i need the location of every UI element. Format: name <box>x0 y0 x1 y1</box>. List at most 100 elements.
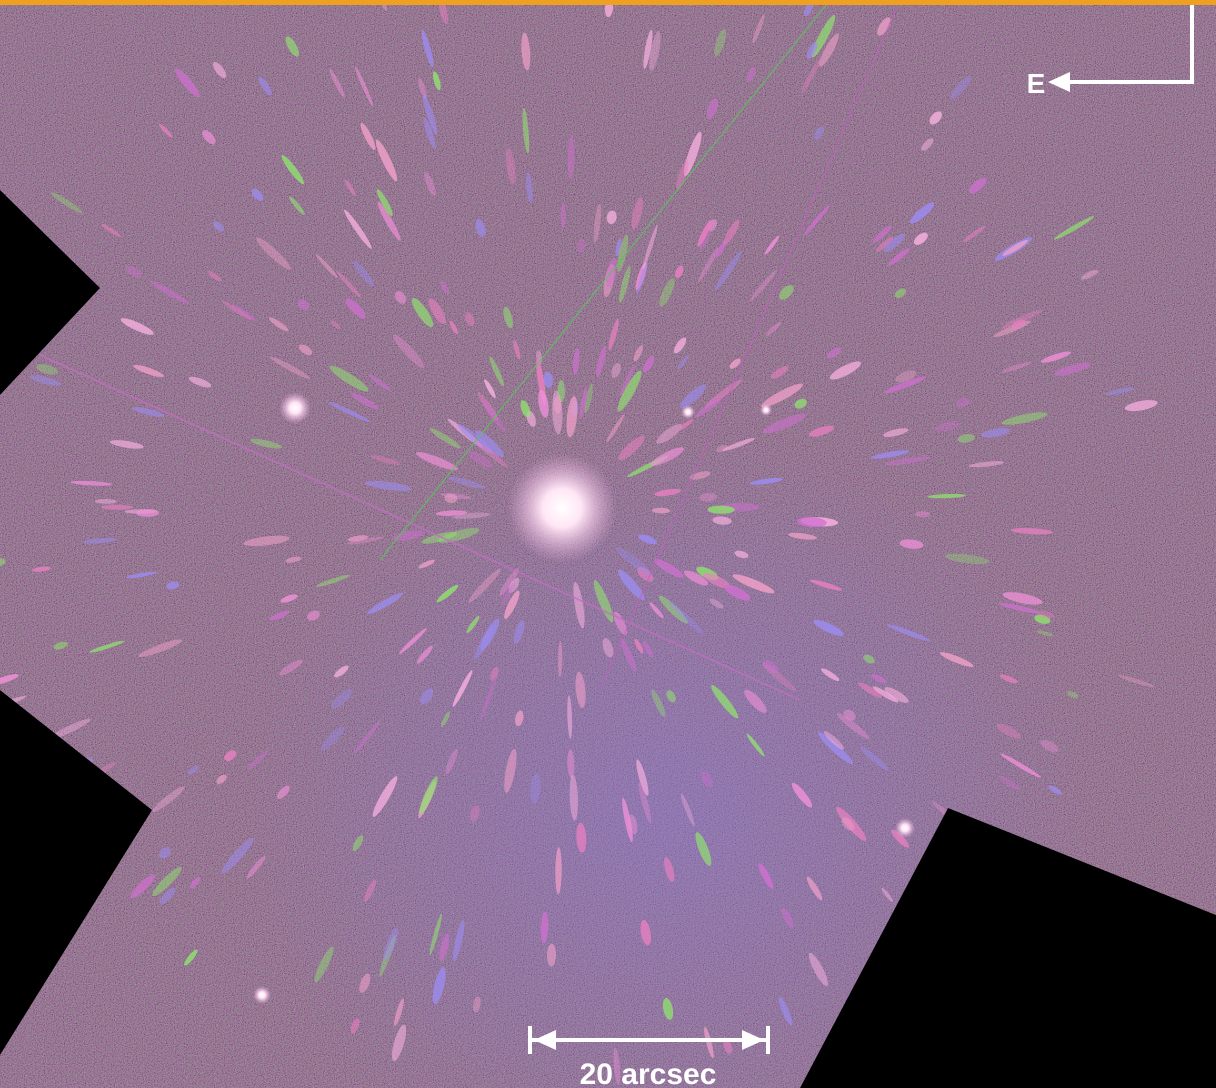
knot <box>723 219 740 245</box>
knot <box>618 435 645 461</box>
knot <box>944 553 990 565</box>
knot <box>957 433 975 443</box>
knot <box>352 835 364 852</box>
knot <box>668 601 704 635</box>
knot <box>125 266 143 278</box>
knot <box>130 874 155 899</box>
knot <box>683 131 702 177</box>
knot <box>347 535 368 542</box>
knot <box>764 235 780 255</box>
knot <box>1040 351 1072 363</box>
knot <box>651 507 671 514</box>
knot <box>602 638 614 658</box>
knot <box>927 493 967 499</box>
knot <box>1053 216 1095 240</box>
knot <box>823 731 845 750</box>
knot <box>475 430 504 458</box>
knot <box>1040 739 1059 753</box>
knot <box>664 857 675 882</box>
knot <box>473 439 508 468</box>
knot <box>770 366 789 379</box>
knot <box>929 111 942 125</box>
knot <box>752 13 765 44</box>
knot <box>344 209 372 249</box>
knot <box>83 537 118 544</box>
knot <box>778 996 793 1026</box>
knot <box>53 641 68 650</box>
knot <box>558 641 563 678</box>
artifact-line <box>379 0 831 561</box>
knot <box>606 414 625 443</box>
knot <box>949 75 972 100</box>
knot <box>484 379 496 398</box>
knot <box>781 907 794 928</box>
knot <box>695 397 722 418</box>
knot <box>513 339 521 360</box>
knot <box>256 237 291 270</box>
knot <box>394 291 407 304</box>
knot <box>699 492 718 502</box>
knot <box>758 863 774 889</box>
knot <box>557 380 566 402</box>
knot <box>968 177 987 194</box>
knot <box>359 973 371 993</box>
knot <box>761 383 803 408</box>
knot <box>360 122 376 151</box>
knot <box>392 334 425 369</box>
knot <box>872 686 899 703</box>
knot <box>808 425 834 437</box>
knot <box>998 602 1040 614</box>
knot <box>877 17 891 36</box>
knot <box>1037 610 1055 619</box>
knot <box>996 723 1022 739</box>
knot <box>1002 592 1043 605</box>
knot <box>1036 630 1054 637</box>
knot <box>422 94 438 136</box>
knot <box>875 236 894 252</box>
knot <box>1010 528 1053 535</box>
knot <box>573 582 585 629</box>
knot <box>329 365 369 392</box>
knot <box>109 440 144 449</box>
knot <box>881 887 894 903</box>
knot <box>1105 387 1135 396</box>
knot <box>250 438 282 449</box>
knot <box>765 321 782 336</box>
knot <box>801 58 821 94</box>
compass-arrowhead <box>1048 72 1070 92</box>
knot <box>884 687 909 703</box>
knot <box>285 556 302 563</box>
knot <box>328 401 371 423</box>
knot <box>372 776 398 817</box>
star <box>681 405 695 419</box>
knot <box>572 347 580 376</box>
knot <box>159 123 173 138</box>
knot <box>543 371 553 388</box>
knot <box>418 77 427 100</box>
knot <box>133 364 164 378</box>
knot <box>921 138 934 151</box>
knot <box>428 298 446 325</box>
knot <box>593 580 614 623</box>
knot <box>788 532 817 540</box>
knot <box>307 610 320 621</box>
knot <box>540 911 549 944</box>
knot <box>29 375 62 386</box>
knot <box>858 682 883 699</box>
knot <box>464 312 475 326</box>
knot <box>1001 412 1048 425</box>
knot <box>732 574 775 594</box>
knot <box>615 238 622 257</box>
knot <box>640 919 652 946</box>
knot <box>285 36 300 57</box>
knot <box>635 262 647 291</box>
knot <box>520 400 531 418</box>
knot <box>280 594 298 603</box>
knot <box>132 407 165 417</box>
knot <box>628 814 638 835</box>
knot <box>643 29 653 70</box>
knot <box>444 493 458 504</box>
knot <box>642 224 658 270</box>
knot <box>1066 691 1079 699</box>
